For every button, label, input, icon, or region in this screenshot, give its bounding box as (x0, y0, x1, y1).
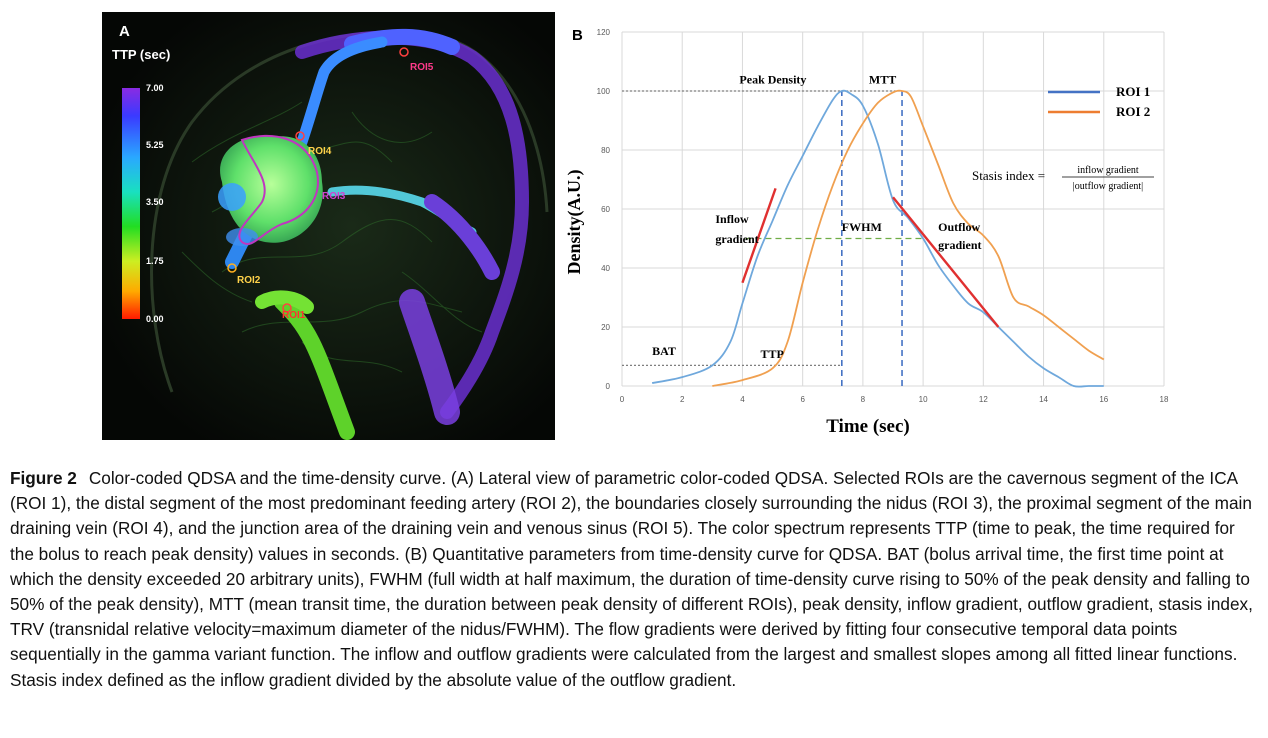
y-tick-label: 60 (601, 205, 610, 214)
y-tick-label: 120 (597, 28, 611, 37)
annotation-label: TTP (761, 347, 784, 361)
colorbar-title: TTP (sec) (112, 47, 170, 62)
legend-label-roi2: ROI 2 (1116, 104, 1150, 119)
angiogram-image: A TTP (sec) 7.00 5.25 3.50 1.75 0.00 ROI… (102, 12, 555, 440)
time-density-chart: B Peak Density MTT Inflow gradient FWHM Outfl… (564, 27, 1169, 437)
formula-denominator: |outflow gradient| (1073, 181, 1143, 192)
outflow-gradient-line (892, 196, 1000, 328)
colorbar-tick: 1.75 (146, 256, 164, 266)
roi3-label: ROI3 (322, 191, 346, 202)
panel-b-letter: B (572, 27, 583, 44)
x-axis-label: Time (sec) (826, 416, 910, 437)
panel-b-chart: B Peak Density MTT Inflow gradient FWHM Outfl… (560, 12, 1180, 442)
y-tick-label: 40 (601, 264, 610, 273)
colorbar-tick: 0.00 (146, 314, 164, 324)
x-tick-label: 8 (861, 395, 866, 404)
y-tick-label: 80 (601, 146, 610, 155)
caption-text: Color-coded QDSA and the time-density cu… (10, 468, 1253, 690)
roi5-label: ROI5 (410, 62, 434, 73)
legend-label-roi1: ROI 1 (1116, 84, 1150, 99)
roi4-label: ROI4 (308, 146, 332, 157)
panel-a-angiogram: A TTP (sec) 7.00 5.25 3.50 1.75 0.00 ROI… (102, 12, 555, 440)
x-tick-label: 6 (800, 395, 805, 404)
x-tick-label: 12 (979, 395, 988, 404)
panel-a-letter: A (119, 23, 130, 40)
roi1-label: ROI1 (282, 310, 306, 321)
roi2-label: ROI2 (237, 275, 261, 286)
colorbar-tick: 5.25 (146, 140, 164, 150)
x-tick-label: 0 (620, 395, 625, 404)
colorbar-tick: 7.00 (146, 83, 164, 93)
annotation-label: gradient (938, 238, 981, 252)
stasis-index-formula: Stasis index = inflow gradient |outflow … (972, 165, 1154, 192)
x-tick-label: 18 (1160, 395, 1169, 404)
y-tick-label: 0 (606, 382, 611, 391)
annotation-label: Inflow (715, 212, 749, 226)
y-axis-label: Density(A.U.) (564, 170, 585, 275)
series-line-roi2 (712, 89, 1105, 387)
x-tick-label: 4 (740, 395, 745, 404)
annotation-label: FWHM (842, 220, 882, 234)
annotation-label: gradient (715, 232, 758, 246)
x-tick-label: 2 (680, 395, 685, 404)
y-tick-label: 100 (597, 87, 611, 96)
roi4-marker (295, 131, 305, 141)
roi5-marker (399, 47, 409, 57)
roi1-marker (282, 303, 292, 313)
colorbar (122, 88, 140, 319)
annotation-label: BAT (652, 344, 676, 358)
inflow-gradient-line (741, 187, 777, 284)
figure-caption: Figure 2 Color-coded QDSA and the time-de… (10, 466, 1260, 693)
legend: ROI 1 ROI 2 (1048, 84, 1150, 119)
annotation-label: Outflow (938, 220, 980, 234)
roi2-marker (227, 263, 237, 273)
series-line-roi1 (651, 89, 1104, 388)
figure-label: Figure 2 (10, 468, 77, 488)
x-tick-label: 10 (919, 395, 928, 404)
formula-left: Stasis index = (972, 168, 1045, 183)
colorbar-tick: 3.50 (146, 197, 164, 207)
y-tick-label: 20 (601, 323, 610, 332)
x-tick-label: 16 (1099, 395, 1108, 404)
x-tick-label: 14 (1039, 395, 1048, 404)
annotation-label: Peak Density (739, 73, 806, 87)
annotation-label: MTT (869, 73, 896, 87)
formula-numerator: inflow gradient (1077, 165, 1139, 176)
